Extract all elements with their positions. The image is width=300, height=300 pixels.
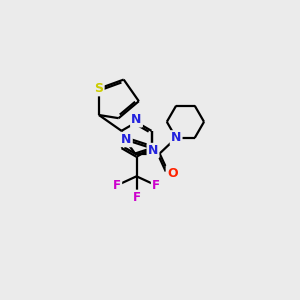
- Text: S: S: [94, 82, 103, 95]
- Text: F: F: [152, 179, 160, 192]
- Text: N: N: [148, 144, 158, 157]
- Text: F: F: [133, 191, 140, 204]
- Text: N: N: [171, 131, 181, 144]
- Text: O: O: [167, 167, 178, 179]
- Text: N: N: [121, 133, 131, 146]
- Text: F: F: [113, 179, 121, 192]
- Text: N: N: [131, 113, 142, 126]
